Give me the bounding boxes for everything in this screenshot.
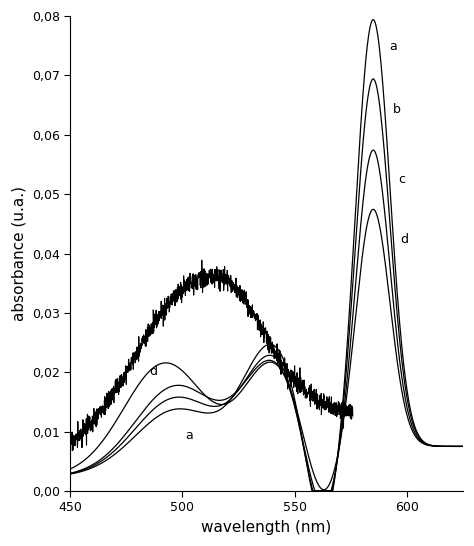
Text: a: a [389, 40, 397, 53]
Text: d: d [149, 365, 157, 378]
Text: c: c [398, 174, 405, 186]
X-axis label: wavelength (nm): wavelength (nm) [201, 520, 332, 535]
Text: d: d [400, 233, 408, 246]
Text: a: a [185, 429, 193, 442]
Text: b: b [393, 103, 401, 116]
Y-axis label: absorbance (u.a.): absorbance (u.a.) [11, 186, 26, 321]
